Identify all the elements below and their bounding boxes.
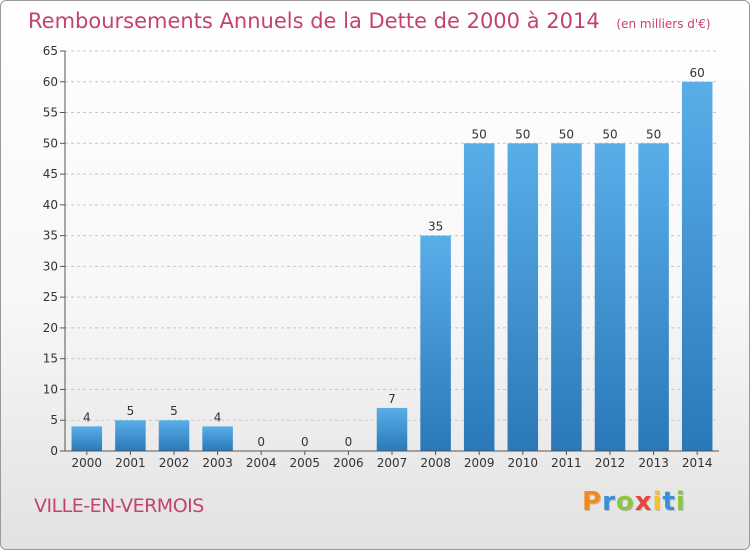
y-tick-label: 15 xyxy=(43,352,58,366)
x-tick-label-2001: 2001 xyxy=(115,456,146,470)
value-label-2008: 35 xyxy=(428,220,443,234)
y-tick-label: 25 xyxy=(43,290,58,304)
value-label-2014: 60 xyxy=(690,66,705,80)
value-label-2011: 50 xyxy=(559,127,574,141)
x-tick-label-2000: 2000 xyxy=(72,456,103,470)
bar-2007 xyxy=(376,407,408,451)
bar-2008 xyxy=(420,235,451,451)
x-tick-label-2004: 2004 xyxy=(246,456,277,470)
commune-name: VILLE-EN-VERMOIS xyxy=(34,495,204,517)
y-tick-label: 45 xyxy=(43,167,58,181)
x-tick-label-2012: 2012 xyxy=(595,456,626,470)
labels: 4 5 5 4 0 0 0 7 35 50 50 50 50 50 60 xyxy=(83,66,705,449)
chart-title-unit: (en milliers d'€) xyxy=(616,17,711,31)
bar-2013 xyxy=(638,143,669,452)
value-label-2010: 50 xyxy=(515,127,530,141)
y-tick-label: 65 xyxy=(43,44,58,58)
value-label-2007: 7 xyxy=(388,392,396,406)
value-label-2002: 5 xyxy=(170,404,178,418)
value-label-2012: 50 xyxy=(602,127,617,141)
x-tick-label-2006: 2006 xyxy=(333,456,364,470)
value-label-2003: 4 xyxy=(214,410,222,424)
value-label-2006: 0 xyxy=(345,435,353,449)
bars xyxy=(71,81,713,452)
x-tick-label-2007: 2007 xyxy=(377,456,408,470)
y-tick-label: 5 xyxy=(50,413,58,427)
x-tick-label-2002: 2002 xyxy=(159,456,190,470)
bar-2014 xyxy=(681,81,713,452)
x-tick-label-2008: 2008 xyxy=(420,456,451,470)
bar-2012 xyxy=(594,143,626,452)
y-tick-label: 10 xyxy=(43,382,58,396)
bar-2002 xyxy=(158,420,190,451)
x-tick-label-2003: 2003 xyxy=(202,456,233,470)
value-label-2001: 5 xyxy=(127,404,135,418)
x-tick-label-2011: 2011 xyxy=(551,456,582,470)
y-tick-label: 60 xyxy=(43,75,58,89)
y-tick-label: 0 xyxy=(50,444,58,458)
y-tick-label: 50 xyxy=(43,136,58,150)
x-tick-label-2005: 2005 xyxy=(290,456,321,470)
value-label-2005: 0 xyxy=(301,435,309,449)
y-tick-label: 55 xyxy=(43,106,58,120)
value-label-2004: 0 xyxy=(257,435,265,449)
bar-2009 xyxy=(463,143,495,452)
proxiti-logo: Proxiti xyxy=(582,487,686,517)
bar-2010 xyxy=(507,143,539,452)
value-label-2013: 50 xyxy=(646,127,661,141)
y-tick-label: 35 xyxy=(43,229,58,243)
x-tick-label-2013: 2013 xyxy=(638,456,669,470)
y-tick-label: 30 xyxy=(43,259,58,273)
x-tick-label-2014: 2014 xyxy=(682,456,713,470)
bar-2003 xyxy=(202,426,233,451)
value-label-2000: 4 xyxy=(83,410,91,424)
bar-2011 xyxy=(551,143,582,452)
y-tick-label: 40 xyxy=(43,198,58,212)
chart-title-text: Remboursements Annuels de la Dette de 20… xyxy=(28,9,600,33)
x-tick-label-2010: 2010 xyxy=(508,456,539,470)
bar-2000 xyxy=(71,426,103,451)
value-label-2009: 50 xyxy=(472,127,487,141)
bar-2001 xyxy=(115,420,146,451)
y-tick-label: 20 xyxy=(43,321,58,335)
chart-title: Remboursements Annuels de la Dette de 20… xyxy=(28,9,711,33)
x-tick-label-2009: 2009 xyxy=(464,456,495,470)
